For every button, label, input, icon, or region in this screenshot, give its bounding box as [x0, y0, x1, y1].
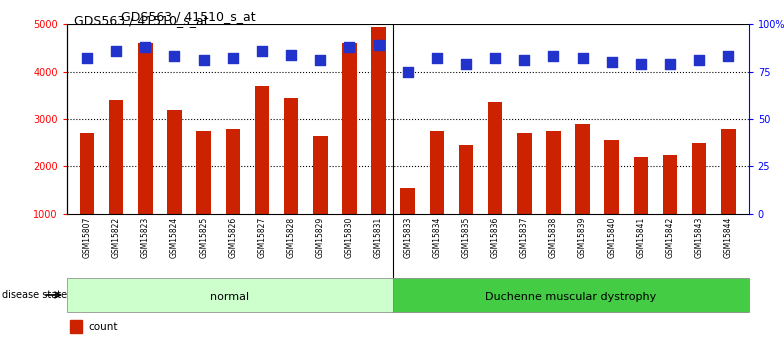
- Bar: [575, 124, 590, 262]
- Bar: [430, 131, 444, 262]
- Point: [459, 61, 472, 67]
- Point: [693, 57, 706, 63]
- Point: [285, 52, 297, 57]
- Text: GDS563 / 41510_s_at: GDS563 / 41510_s_at: [122, 10, 256, 23]
- Bar: [459, 145, 474, 262]
- Text: GSM15839: GSM15839: [578, 217, 587, 258]
- Text: GSM15825: GSM15825: [199, 217, 208, 258]
- Point: [110, 48, 122, 53]
- Point: [634, 61, 647, 67]
- Text: GSM15823: GSM15823: [141, 217, 150, 258]
- Bar: [401, 188, 415, 262]
- Point: [256, 48, 268, 53]
- Text: Duchenne muscular dystrophy: Duchenne muscular dystrophy: [485, 292, 656, 302]
- Text: GSM15835: GSM15835: [462, 217, 470, 258]
- Point: [343, 44, 356, 50]
- Point: [198, 57, 210, 63]
- Point: [518, 57, 531, 63]
- Text: GSM15827: GSM15827: [257, 217, 267, 258]
- Text: GSM15822: GSM15822: [111, 217, 121, 258]
- Bar: [70, 320, 82, 333]
- Text: GSM15842: GSM15842: [666, 217, 674, 258]
- Text: GSM15829: GSM15829: [316, 217, 325, 258]
- Text: GSM15844: GSM15844: [724, 217, 733, 258]
- Text: GSM15837: GSM15837: [520, 217, 528, 258]
- Point: [430, 56, 443, 61]
- Point: [664, 61, 677, 67]
- Text: GSM15840: GSM15840: [608, 217, 616, 258]
- Bar: [196, 131, 211, 262]
- Point: [372, 42, 385, 48]
- Bar: [284, 98, 299, 262]
- Text: GSM15841: GSM15841: [637, 217, 645, 258]
- Point: [81, 56, 93, 61]
- Bar: [546, 131, 561, 262]
- Text: GSM15830: GSM15830: [345, 217, 354, 258]
- Bar: [67, 278, 393, 312]
- Text: GSM15831: GSM15831: [374, 217, 383, 258]
- Point: [314, 57, 326, 63]
- Bar: [721, 128, 735, 262]
- Bar: [372, 27, 386, 262]
- Bar: [167, 110, 182, 262]
- Text: count: count: [89, 322, 118, 332]
- Text: GSM15826: GSM15826: [228, 217, 238, 258]
- Text: GSM15834: GSM15834: [432, 217, 441, 258]
- Text: GSM15828: GSM15828: [287, 217, 296, 258]
- Bar: [313, 136, 328, 262]
- Bar: [691, 143, 706, 262]
- Point: [401, 69, 414, 74]
- Text: GSM15807: GSM15807: [82, 217, 92, 258]
- Bar: [226, 128, 240, 262]
- Bar: [342, 43, 357, 262]
- Bar: [80, 133, 94, 262]
- Text: normal: normal: [210, 292, 249, 302]
- Text: GSM15833: GSM15833: [403, 217, 412, 258]
- Point: [547, 53, 560, 59]
- Text: GSM15836: GSM15836: [491, 217, 499, 258]
- Point: [139, 44, 151, 50]
- Text: GSM15824: GSM15824: [170, 217, 179, 258]
- Point: [722, 53, 735, 59]
- Bar: [488, 102, 503, 262]
- Text: disease state: disease state: [2, 290, 67, 300]
- Point: [605, 59, 618, 65]
- Point: [489, 56, 502, 61]
- Point: [576, 56, 589, 61]
- Bar: [393, 278, 749, 312]
- Bar: [109, 100, 123, 262]
- Text: GSM15838: GSM15838: [549, 217, 558, 258]
- Bar: [255, 86, 269, 262]
- Bar: [633, 157, 648, 262]
- Text: GDS563 / 41510_s_at: GDS563 / 41510_s_at: [74, 14, 209, 27]
- Bar: [662, 155, 677, 262]
- Bar: [604, 140, 619, 262]
- Text: GSM15843: GSM15843: [695, 217, 704, 258]
- Bar: [517, 133, 532, 262]
- Point: [227, 56, 239, 61]
- Bar: [138, 43, 153, 262]
- Point: [169, 53, 181, 59]
